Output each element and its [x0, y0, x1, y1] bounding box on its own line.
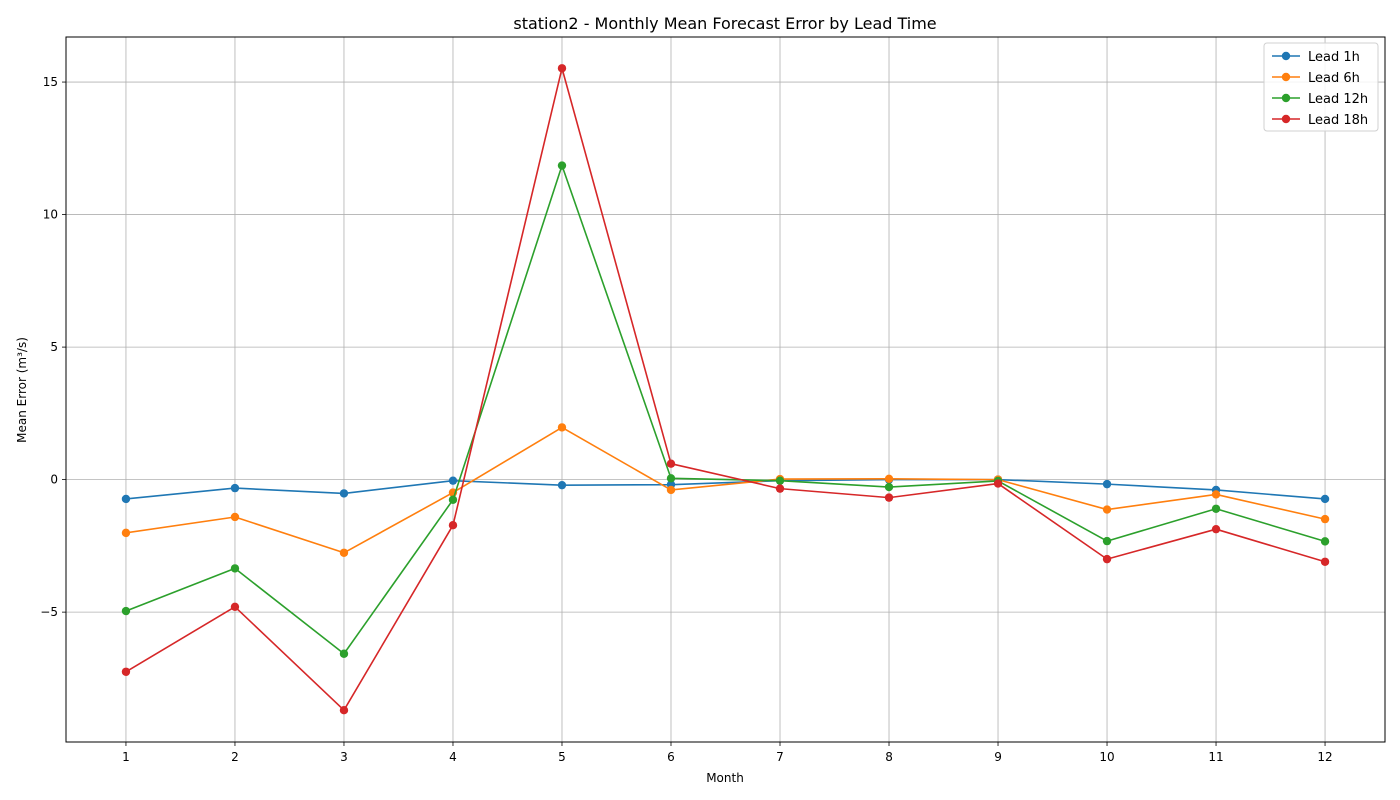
- x-tick-label: 6: [667, 750, 675, 764]
- series-layer: [121, 64, 1330, 715]
- legend-frame: [1263, 42, 1379, 132]
- x-tick-label: 10: [1099, 750, 1114, 764]
- legend: Lead 1h Lead 6h Lead 12h Lead 18h: [1263, 42, 1379, 132]
- legend-label: Lead 12h: [1308, 92, 1368, 107]
- series-line: [125, 164, 1326, 655]
- plot-area-frame: [65, 36, 1386, 743]
- x-tick-label: 3: [340, 750, 348, 764]
- data-point: [884, 482, 894, 492]
- y-tick-label: 0: [50, 473, 58, 487]
- data-point: [230, 564, 240, 573]
- legend-marker: [1281, 51, 1291, 61]
- data-point: [666, 485, 676, 495]
- chart-title: station2 - Monthly Mean Forecast Error b…: [513, 14, 936, 33]
- data-point: [230, 602, 240, 612]
- y-axis-label: Mean Error (m³/s): [15, 337, 29, 443]
- data-point: [448, 495, 458, 504]
- legend-marker: [1281, 93, 1291, 103]
- x-tick-label: 12: [1317, 750, 1332, 764]
- series-lead-18h: [121, 64, 1330, 715]
- data-point: [993, 479, 1003, 488]
- legend-item: Lead 6h: [1272, 71, 1360, 86]
- x-tick-label: 4: [449, 750, 457, 764]
- legend-item: Lead 1h: [1272, 50, 1360, 65]
- series-line: [125, 426, 1326, 554]
- data-point: [1320, 514, 1330, 524]
- y-tick-label: −5: [40, 605, 58, 619]
- data-point: [775, 484, 785, 493]
- data-point: [884, 493, 894, 502]
- x-tick-label: 1: [122, 750, 130, 764]
- data-point: [1320, 494, 1330, 504]
- data-point: [1320, 537, 1330, 546]
- data-point: [339, 705, 349, 715]
- data-point: [557, 64, 567, 73]
- x-tick-label: 5: [558, 750, 566, 764]
- x-tick-label: 9: [994, 750, 1002, 764]
- x-tick-label: 2: [231, 750, 239, 764]
- legend-label: Lead 1h: [1308, 50, 1360, 65]
- data-point: [666, 459, 676, 468]
- data-point: [121, 606, 131, 616]
- data-point: [1211, 504, 1221, 513]
- y-tick-label: 5: [50, 340, 58, 354]
- data-point: [1102, 505, 1112, 514]
- data-point: [448, 476, 458, 485]
- data-point: [339, 548, 349, 557]
- data-point: [339, 649, 349, 658]
- data-point: [448, 520, 458, 530]
- data-point: [1211, 524, 1221, 534]
- data-point: [775, 476, 785, 485]
- y-tick-label: 10: [43, 208, 58, 222]
- data-point: [121, 528, 131, 538]
- data-point: [666, 474, 676, 483]
- data-point: [557, 423, 567, 432]
- data-point: [339, 489, 349, 498]
- legend-label: Lead 18h: [1308, 113, 1368, 128]
- data-point: [1102, 536, 1112, 546]
- x-tick-label: 8: [885, 750, 893, 764]
- data-point: [230, 512, 240, 522]
- legend-marker: [1281, 72, 1291, 82]
- x-axis-label: Month: [706, 771, 744, 785]
- data-point: [230, 483, 240, 493]
- data-point: [1102, 554, 1112, 564]
- y-tick-label: 15: [43, 75, 58, 89]
- x-tick-label: 7: [776, 750, 784, 764]
- legend-marker: [1281, 114, 1291, 124]
- data-point: [1320, 557, 1330, 566]
- series-lead-6h: [121, 423, 1330, 557]
- legend-label: Lead 6h: [1308, 71, 1360, 86]
- data-point: [1102, 479, 1112, 489]
- grid-lines: [66, 37, 1385, 742]
- series-lead-12h: [121, 161, 1330, 658]
- legend-item: Lead 12h: [1272, 92, 1368, 107]
- data-point: [884, 474, 894, 484]
- data-point: [121, 494, 131, 504]
- series-line: [125, 67, 1326, 711]
- data-point: [1211, 490, 1221, 499]
- series-line: [125, 478, 1326, 500]
- data-point: [557, 480, 567, 490]
- data-point: [557, 161, 567, 170]
- data-point: [121, 667, 131, 676]
- x-tick-label: 11: [1208, 750, 1223, 764]
- legend-item: Lead 18h: [1272, 113, 1368, 128]
